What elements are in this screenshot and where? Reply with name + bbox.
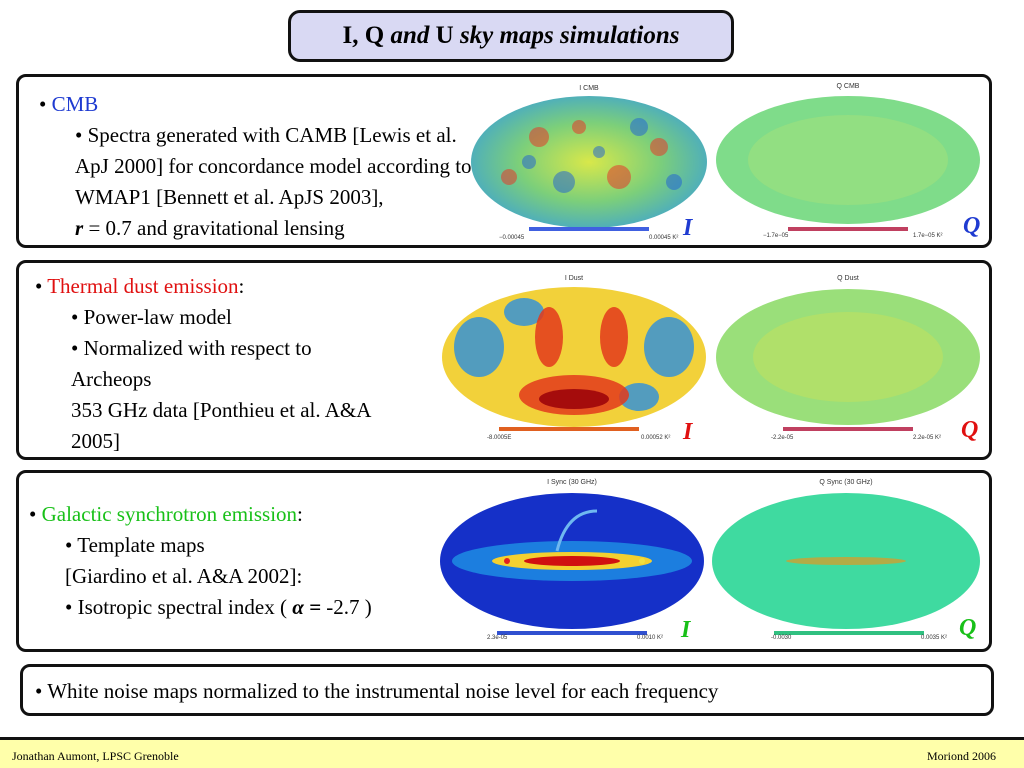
dust-line-4: 353 GHz data [Ponthieu et al. A&A	[71, 398, 372, 422]
cmb-line-1: • Spectra generated with CAMB [Lewis et …	[75, 123, 457, 147]
dust-label-q: Q	[961, 417, 979, 443]
cmb-label-i: I	[683, 215, 693, 241]
sync-q-map: Q Sync (30 GHz) -0.0030 0.0035 K²	[709, 479, 983, 647]
cmb-panel: I CMB −0.00045 0.00045 K² Q CMB −1.7e−05…	[16, 74, 992, 248]
dust-i-scale-max: 0.00052 K²	[641, 435, 671, 441]
cmb-heading: CMB	[51, 92, 99, 116]
sync-i-map-title: I Sync (30 GHz)	[547, 479, 597, 486]
slide-title: I, Q and U sky maps simulations	[288, 10, 734, 62]
cmb-i-scale-max: 0.00045 K²	[649, 235, 679, 241]
sync-text: • Galactic synchrotron emission: • Templ…	[29, 502, 372, 619]
dust-text: • Thermal dust emission: • Power-law mod…	[35, 271, 371, 457]
dust-line-5: 2005]	[71, 429, 120, 453]
title-and: and	[390, 22, 430, 49]
title-u: U	[429, 22, 460, 49]
dust-label-i: I	[683, 419, 693, 445]
sync-line-3-suffix: -2.7 )	[321, 595, 372, 619]
sync-label-q: Q	[959, 615, 977, 641]
footer: Jonathan Aumont, LPSC Grenoble Moriond 2…	[0, 737, 1024, 768]
dust-line-2: • Normalized with respect to	[71, 336, 312, 360]
cmb-q-scale-min: −1.7e−05	[763, 233, 789, 239]
dust-q-scale-max: 2.2e-05 K²	[913, 435, 942, 441]
footer-author: Jonathan Aumont, LPSC Grenoble	[12, 749, 179, 763]
cmb-q-map: Q CMB −1.7e−05 1.7e−05 K²	[713, 83, 983, 245]
dust-q-map: Q Dust -2.2e-05 2.2e-05 K²	[713, 275, 983, 447]
noise-panel: • White noise maps normalized to the ins…	[20, 664, 994, 716]
cmb-i-scale-min: −0.00045	[499, 235, 525, 241]
noise-text: • White noise maps normalized to the ins…	[35, 679, 719, 703]
cmb-q-map-title: Q CMB	[836, 83, 860, 90]
sync-heading: Galactic synchrotron emission	[41, 502, 298, 526]
dust-heading: Thermal dust emission	[47, 274, 239, 298]
cmb-line-3: WMAP1 [Bennett et al. ApJS 2003],	[75, 185, 384, 209]
cmb-i-map: I CMB −0.00045 0.00045 K²	[469, 85, 709, 247]
sync-q-scale-max: 0.0035 K²	[921, 635, 948, 641]
sync-line-2: [Giardino et al. A&A 2002]:	[65, 564, 303, 588]
cmb-line-4: = 0.7 and gravitational lensing	[83, 216, 345, 240]
dust-i-map-title: I Dust	[564, 275, 584, 282]
sync-line-3: • Isotropic spectral index (	[65, 595, 293, 619]
sync-panel: I Sync (30 GHz) 2.3e-05 0.0010 K² Q Sync…	[16, 470, 992, 652]
cmb-text: • CMB • Spectra generated with CAMB [Lew…	[39, 92, 472, 240]
dust-q-scale-min: -2.2e-05	[771, 435, 794, 441]
cmb-q-scale-max: 1.7e−05 K²	[913, 233, 943, 239]
sync-i-scale-min: 2.3e-05	[487, 635, 508, 641]
dust-q-map-title: Q Dust	[837, 275, 859, 282]
cmb-r-symbol: r	[75, 216, 84, 240]
cmb-label-q: Q	[963, 213, 981, 239]
sync-i-map: I Sync (30 GHz) 2.3e-05 0.0010 K²	[437, 479, 707, 647]
dust-i-scale-min: -8.0005E	[487, 435, 512, 441]
title-rest: sky maps simulations	[459, 22, 680, 49]
dust-colon: :	[238, 274, 245, 298]
dust-line-3: Archeops	[71, 367, 152, 391]
sync-q-scale-min: -0.0030	[771, 635, 792, 641]
sync-colon: :	[297, 502, 303, 526]
sync-i-scale-max: 0.0010 K²	[637, 635, 664, 641]
footer-event: Moriond 2006	[927, 749, 996, 763]
cmb-line-2: ApJ 2000] for concordance model accordin…	[75, 154, 472, 178]
title-iq: I, Q	[342, 22, 391, 49]
alpha-symbol: α =	[292, 595, 322, 619]
sync-label-i: I	[681, 617, 691, 643]
dust-i-map: I Dust -8.0005E 0.00052 K²	[439, 275, 709, 447]
cmb-i-map-title: I CMB	[579, 85, 599, 92]
dust-line-1: • Power-law model	[71, 305, 232, 329]
sync-q-map-title: Q Sync (30 GHz)	[819, 479, 873, 486]
sync-line-1: • Template maps	[65, 533, 205, 557]
dust-panel: I Dust -8.0005E 0.00052 K² Q Dust -2.2e-…	[16, 260, 992, 460]
